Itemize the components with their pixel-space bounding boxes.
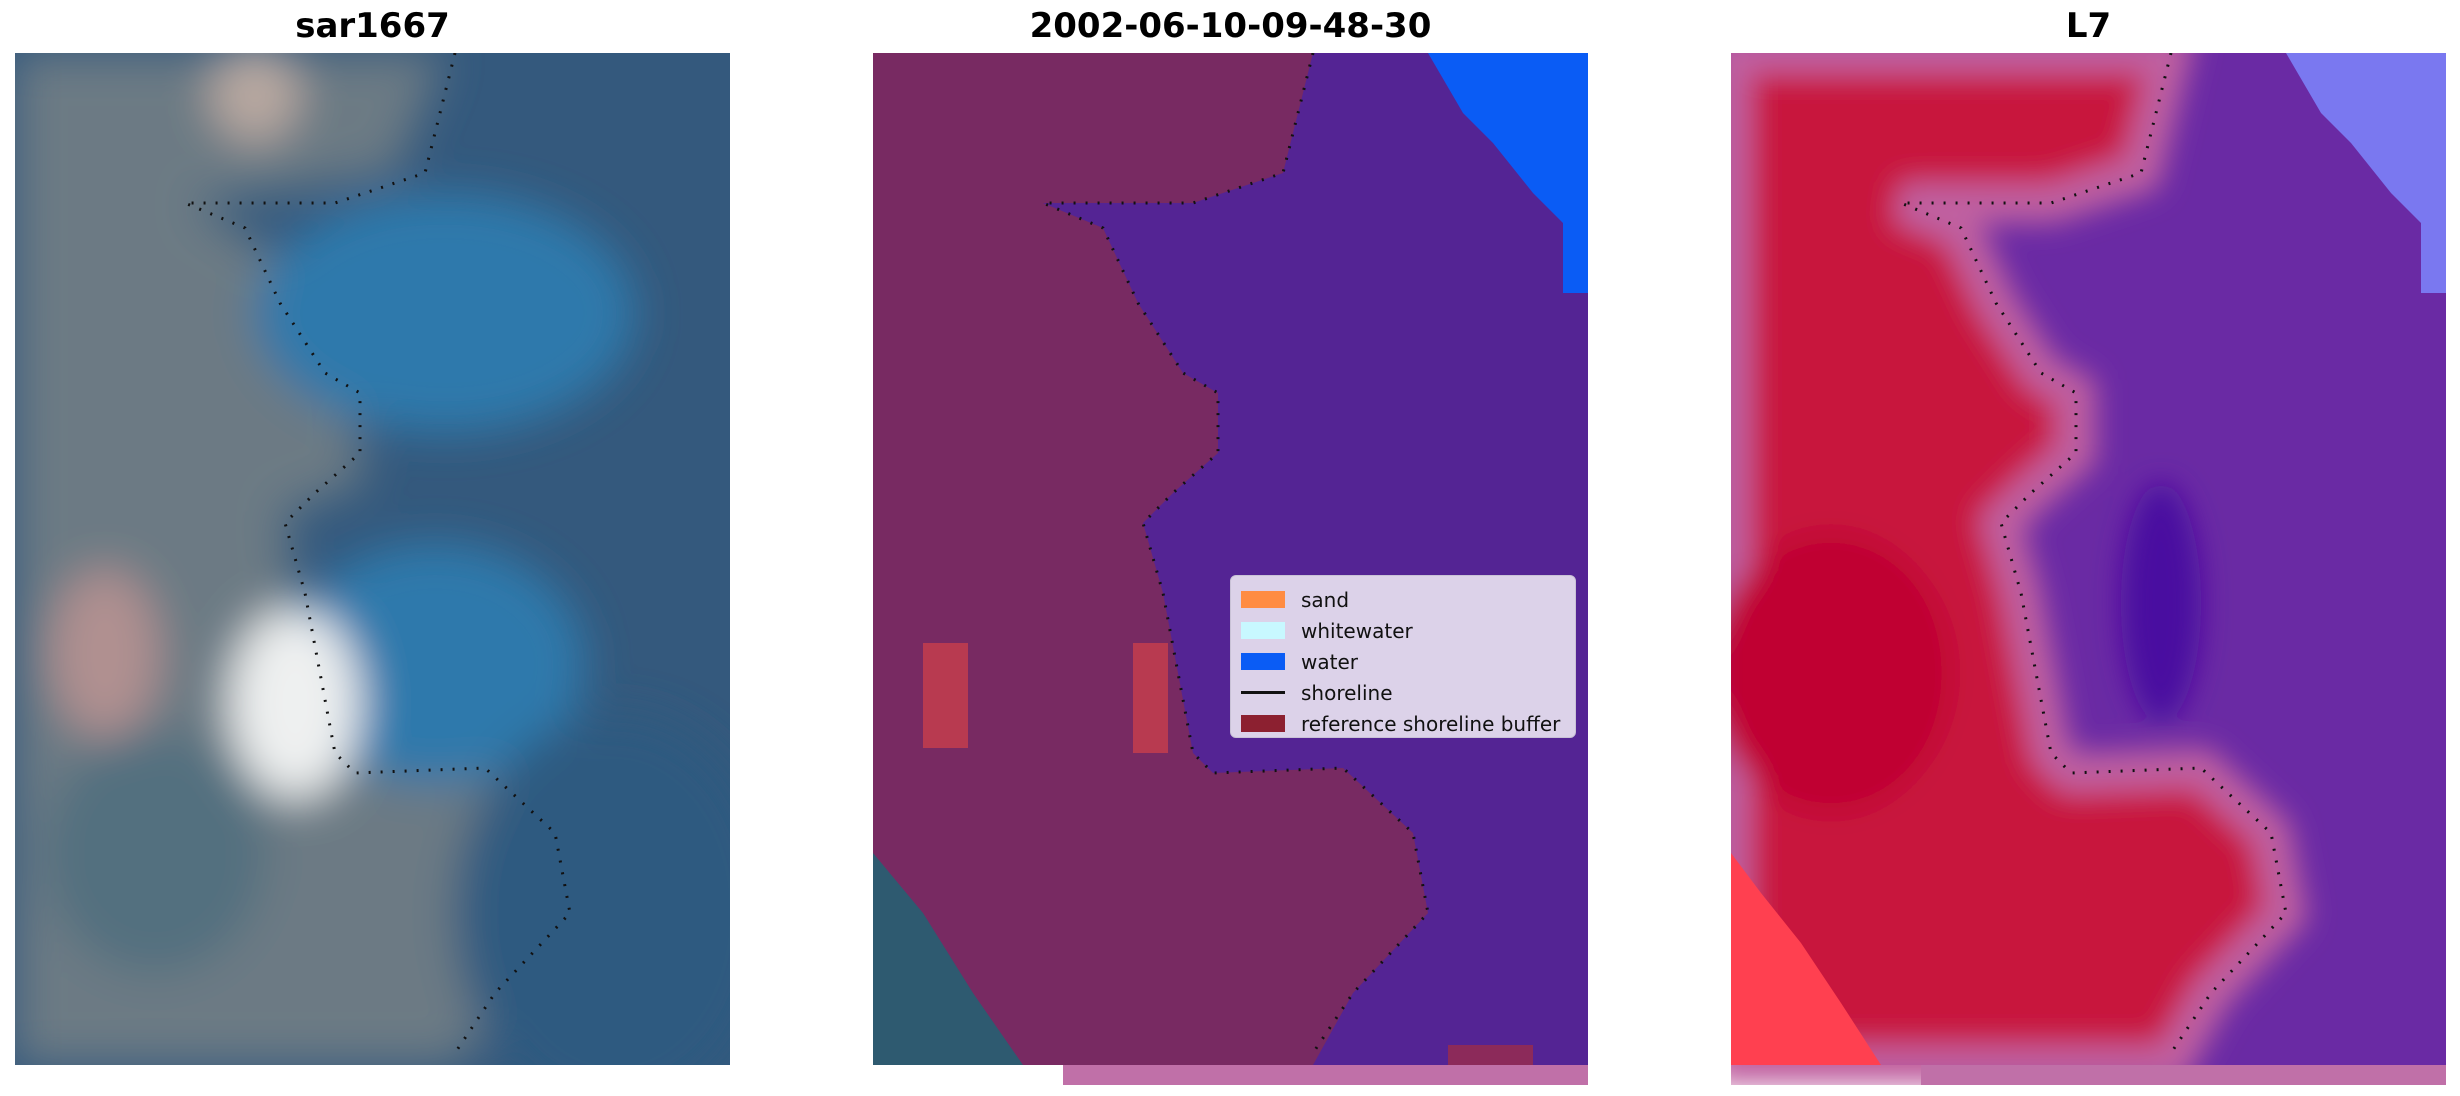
legend: sand whitewater water shoreline referenc… — [1230, 575, 1576, 738]
rgb-image-svg — [15, 53, 730, 1065]
legend-label-buffer: reference shoreline buffer — [1301, 711, 1561, 736]
legend-label-whitewater: whitewater — [1301, 618, 1413, 643]
panel-title-rgb: sar1667 — [295, 6, 450, 46]
classified-image-svg — [873, 53, 1588, 1085]
legend-item-shoreline: shoreline — [1241, 677, 1565, 708]
legend-swatch-sand — [1241, 591, 1285, 608]
legend-item-buffer: reference shoreline buffer — [1241, 708, 1565, 739]
legend-swatch-water — [1241, 653, 1285, 670]
legend-item-water: water — [1241, 646, 1565, 677]
classified-image — [873, 53, 1588, 1085]
shoreline-classified — [1042, 53, 1430, 1054]
shoreline-index — [1900, 53, 2288, 1054]
rgb-image — [15, 53, 730, 1065]
index-image-svg — [1731, 53, 2446, 1085]
legend-label-water: water — [1301, 649, 1358, 674]
panel-title-classified: 2002-06-10-09-48-30 — [1029, 6, 1432, 46]
legend-line-shoreline — [1241, 691, 1285, 694]
index-image — [1731, 53, 2446, 1085]
shoreline-rgb — [184, 53, 572, 1054]
legend-item-sand: sand — [1241, 584, 1565, 615]
panel-title-index: L7 — [2065, 6, 2112, 46]
nodata-region — [1428, 53, 1588, 293]
legend-swatch-whitewater — [1241, 622, 1285, 639]
legend-item-whitewater: whitewater — [1241, 615, 1565, 646]
legend-label-shoreline: shoreline — [1301, 680, 1393, 705]
legend-label-sand: sand — [1301, 587, 1350, 612]
legend-swatch-buffer — [1241, 715, 1285, 732]
